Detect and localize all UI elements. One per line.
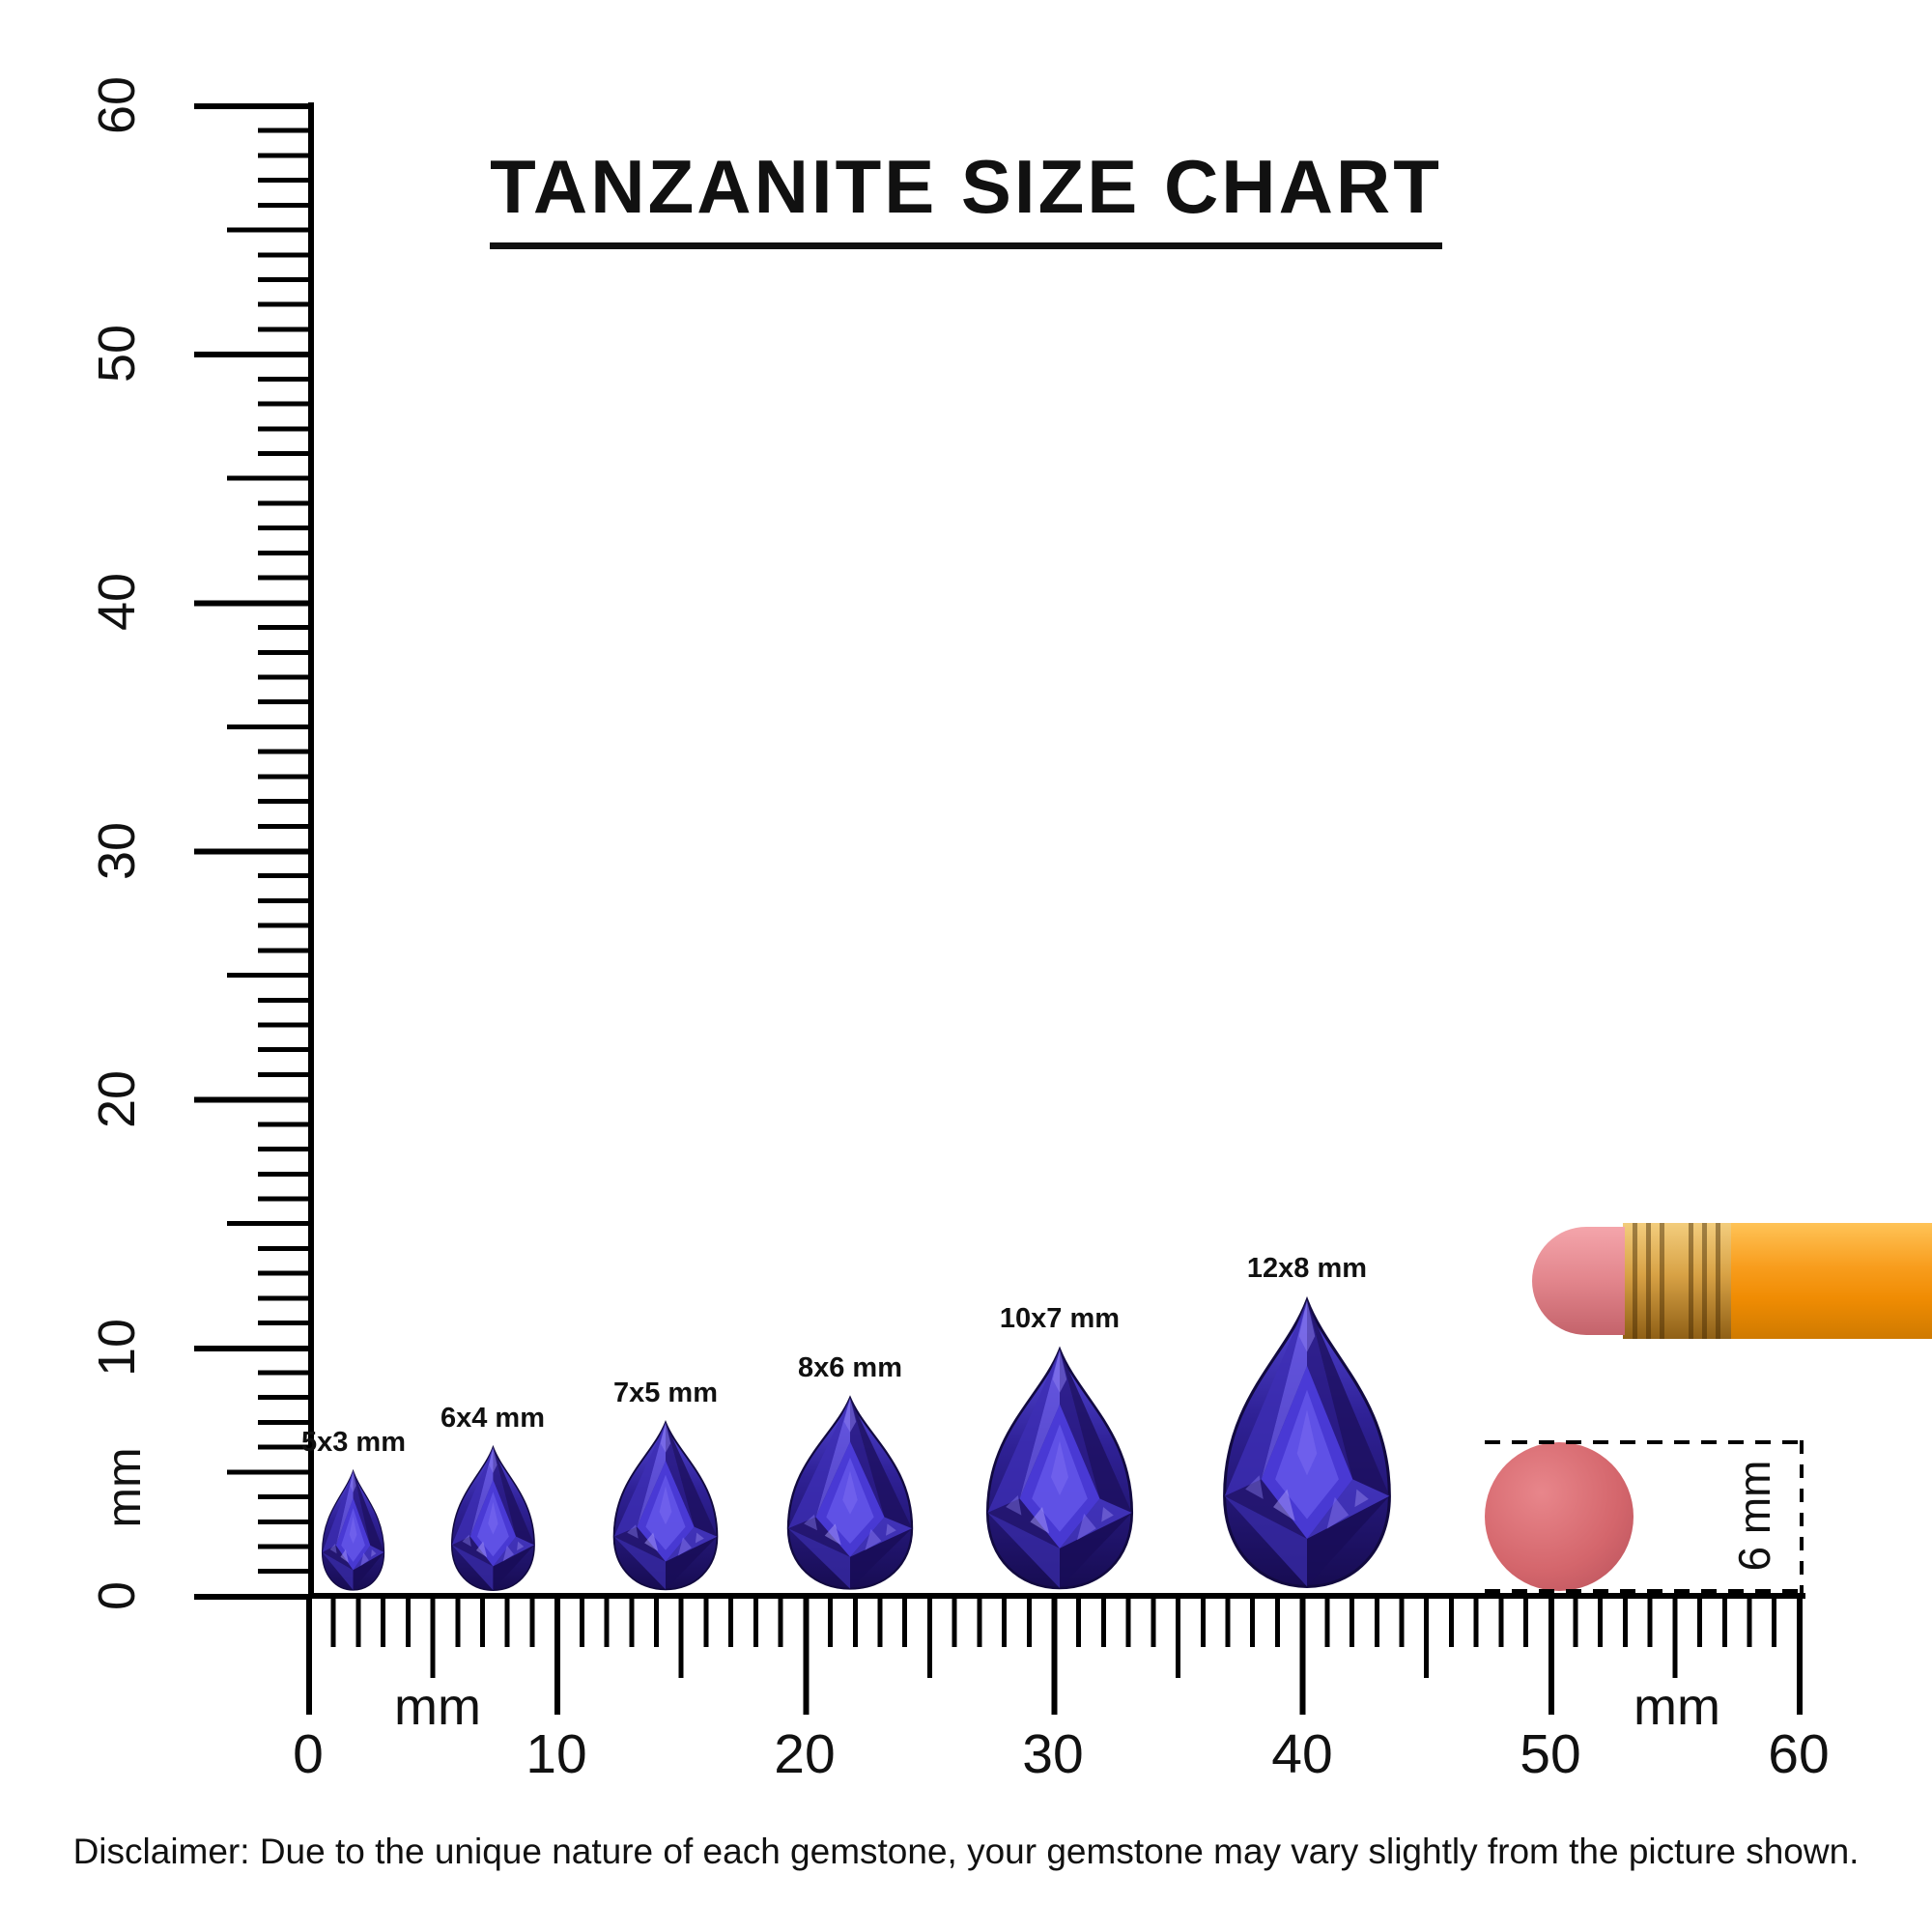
tanzanite-pear-gem-icon [1223, 1299, 1391, 1589]
vertical-ruler-label-60: 60 [88, 75, 146, 135]
pencil-eraser [1532, 1227, 1625, 1335]
vertical-ruler-label-30: 30 [88, 821, 146, 881]
horizontal-ruler-label-40: 40 [1271, 1723, 1333, 1785]
tanzanite-pear-gem-icon [322, 1470, 385, 1592]
gem-10x7mm: 10x7 mm [973, 1303, 1147, 1593]
gem-size-label: 12x8 mm [1246, 1253, 1368, 1285]
gem-size-label: 10x7 mm [999, 1302, 1121, 1334]
horizontal-ruler-unit-left: mm [394, 1678, 481, 1736]
horizontal-ruler-label-50: 50 [1520, 1723, 1581, 1785]
gem-8x6mm: 8x6 mm [776, 1352, 924, 1593]
horizontal-ruler-label-60: 60 [1768, 1723, 1830, 1785]
disclaimer-text: Disclaimer: Due to the unique nature of … [72, 1832, 1860, 1871]
gem-6x4mm: 6x4 mm [440, 1403, 545, 1593]
tanzanite-pear-gem-icon [612, 1421, 719, 1591]
horizontal-ruler-label-10: 10 [526, 1723, 587, 1785]
horizontal-ruler-unit-right: mm [1634, 1678, 1720, 1736]
vertical-ruler-label-40: 40 [88, 572, 146, 632]
pencil-body [1731, 1223, 1932, 1339]
pencil-with-eraser-icon [1532, 1223, 1932, 1339]
tanzanite-pear-gem-icon [985, 1348, 1134, 1590]
gem-7x5mm: 7x5 mm [604, 1378, 728, 1593]
pencil-ferrule [1623, 1223, 1731, 1339]
horizontal-ruler-label-0: 0 [293, 1723, 324, 1785]
page-title-text: TANZANITE SIZE CHART [490, 143, 1442, 249]
dimension-line-right [1800, 1440, 1804, 1593]
page-title: TANZANITE SIZE CHART [0, 143, 1932, 249]
vertical-ruler-unit: mm [97, 1447, 151, 1528]
gem-5x3mm: 5x3 mm [301, 1427, 406, 1593]
vertical-ruler-label-0: 0 [88, 1580, 146, 1611]
vertical-ruler-label-50: 50 [88, 324, 146, 384]
tanzanite-pear-gem-icon [450, 1446, 535, 1591]
gem-size-label: 8x6 mm [797, 1352, 902, 1384]
horizontal-ruler-label-20: 20 [774, 1723, 836, 1785]
vertical-ruler-line [308, 102, 314, 1599]
tanzanite-pear-gem-icon [786, 1397, 914, 1591]
vertical-ruler-label-20: 20 [88, 1069, 146, 1129]
horizontal-ruler-line [308, 1593, 1805, 1599]
vertical-ruler-ticks [194, 103, 308, 1600]
vertical-ruler-label-10: 10 [88, 1318, 146, 1378]
horizontal-ruler-label-30: 30 [1022, 1723, 1084, 1785]
dimension-line-top [1485, 1440, 1804, 1444]
horizontal-ruler-ticks [306, 1599, 1804, 1717]
dimension-line-bottom [1485, 1589, 1804, 1593]
vertical-major-ticks [194, 103, 308, 1600]
gem-size-label: 7x5 mm [612, 1378, 719, 1408]
gem-12x8mm: 12x8 mm [1208, 1253, 1406, 1593]
gem-size-label: 5x3 mm [300, 1427, 407, 1459]
round-eraser-icon [1485, 1442, 1634, 1591]
gem-size-label: 6x4 mm [440, 1402, 546, 1434]
disc-diameter-label: 6 mm [1729, 1460, 1779, 1572]
horizontal-major-ticks [306, 1599, 1804, 1715]
